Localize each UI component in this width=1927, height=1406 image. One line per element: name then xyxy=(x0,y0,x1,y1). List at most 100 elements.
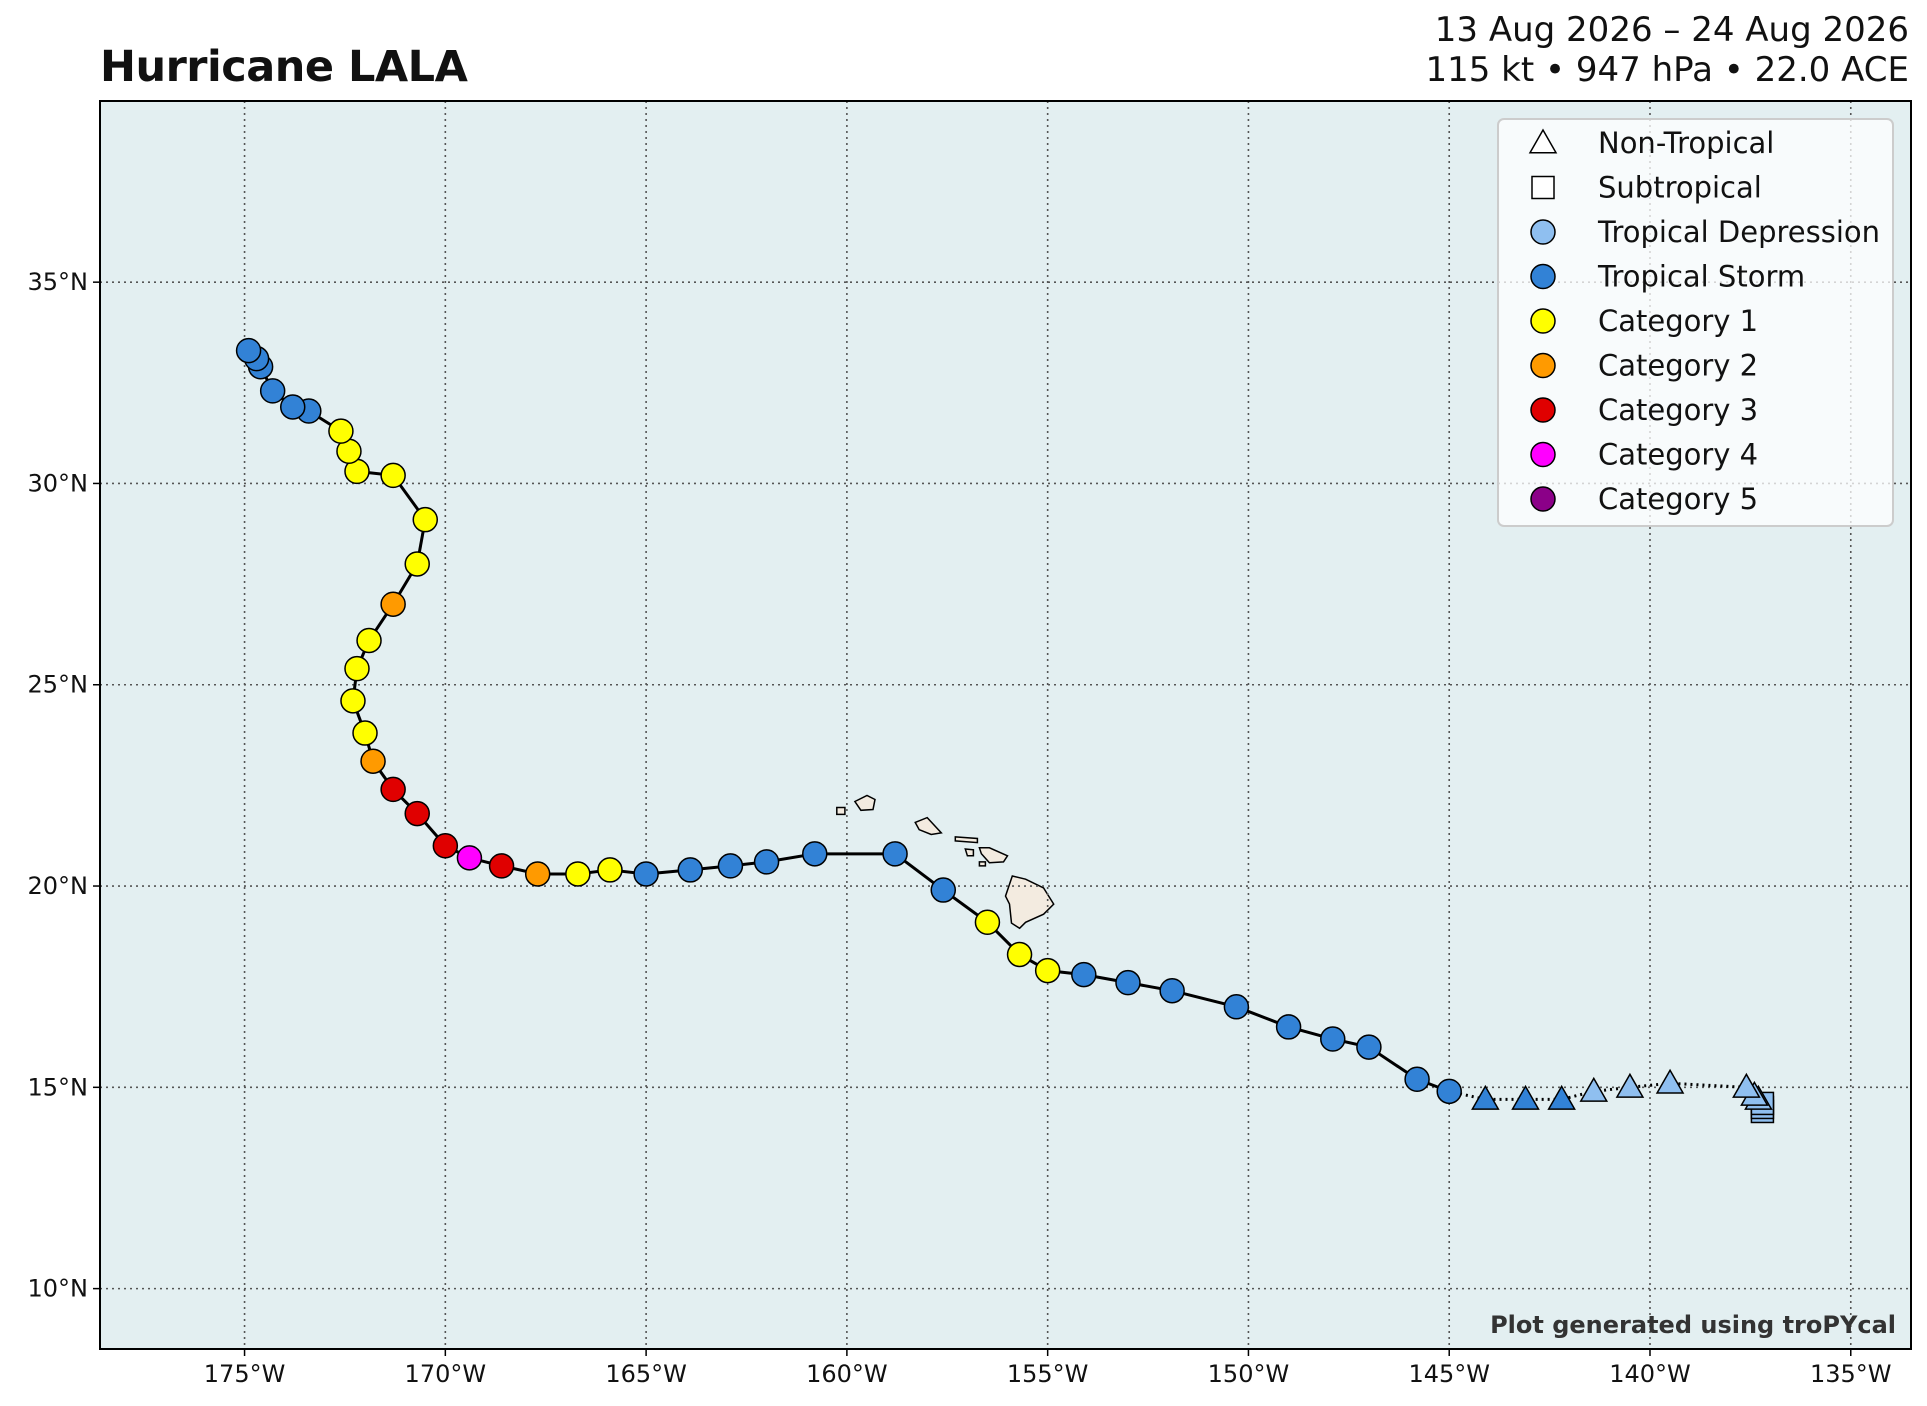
y-tick-label: 25°N xyxy=(28,671,89,699)
legend-entry: Subtropical xyxy=(1531,171,1762,205)
x-tick-label: 155°W xyxy=(1007,1360,1089,1388)
track-point xyxy=(404,800,430,827)
island-molokai xyxy=(954,836,979,844)
island-hawaii xyxy=(1004,875,1055,930)
legend-marker xyxy=(1528,128,1558,154)
track-point xyxy=(456,845,483,871)
track-point xyxy=(340,688,366,714)
legend-entry: Tropical Storm xyxy=(1530,260,1805,294)
track-point xyxy=(753,849,780,875)
legend-entry: Category 4 xyxy=(1530,438,1758,472)
legend-marker xyxy=(1530,441,1556,468)
credit-text: Plot generated using troPYcal xyxy=(1490,1311,1896,1339)
track-point xyxy=(356,627,382,654)
x-tick-label: 150°W xyxy=(1208,1360,1290,1388)
track-point xyxy=(1404,1066,1430,1093)
island-oahu xyxy=(914,816,943,836)
track-point xyxy=(328,418,354,444)
track-point xyxy=(1547,1084,1576,1110)
y-tick-label: 20°N xyxy=(28,872,89,900)
legend-entry: Category 1 xyxy=(1530,304,1758,338)
track-point xyxy=(380,462,406,489)
track-point xyxy=(633,861,659,887)
x-tick-label: 175°W xyxy=(204,1360,286,1388)
y-tick-label: 15°N xyxy=(28,1073,89,1101)
legend-label: Category 4 xyxy=(1598,438,1758,472)
track-point xyxy=(974,909,1001,936)
island-kahoolawe xyxy=(978,861,987,867)
legend-label: Category 5 xyxy=(1598,482,1758,516)
legend-label: Tropical Depression xyxy=(1597,215,1880,249)
track-point xyxy=(488,853,515,879)
track-point xyxy=(1071,961,1097,988)
storm-stats: 115 kt • 947 hPa • 22.0 ACE xyxy=(1425,50,1909,90)
legend-marker xyxy=(1531,175,1555,200)
track-point xyxy=(597,857,623,883)
legend-label: Category 3 xyxy=(1598,393,1758,427)
legend-box xyxy=(1497,118,1894,527)
x-tick-label: 160°W xyxy=(806,1360,888,1388)
y-tick-label: 35°N xyxy=(28,268,89,296)
track-point xyxy=(380,776,406,803)
track-point xyxy=(1471,1084,1500,1110)
legend-entry: Non-Tropical xyxy=(1528,126,1774,160)
track-point xyxy=(524,861,551,887)
legend-marker xyxy=(1530,308,1556,334)
legend-marker xyxy=(1530,486,1556,512)
axis-ticks: 175°W 170°W 165°W 160°W 155°W 150°W 145°W 140°W… xyxy=(28,268,1892,1388)
track-point xyxy=(1615,1072,1645,1098)
track-point xyxy=(380,591,406,617)
track-point xyxy=(259,378,286,404)
track-point xyxy=(1655,1068,1685,1094)
legend-entry: Tropical Depression xyxy=(1530,215,1880,249)
track-point xyxy=(279,394,306,420)
track-point xyxy=(565,861,591,887)
legend: Non-Tropical Subtropical Tropical Depressi… xyxy=(1497,118,1894,527)
legend-label: Category 2 xyxy=(1598,349,1758,383)
x-tick-label: 135°W xyxy=(1810,1360,1892,1388)
track-point xyxy=(1579,1076,1609,1102)
track-point xyxy=(1732,1072,1761,1098)
track-point xyxy=(1115,969,1141,996)
track-point xyxy=(412,506,439,533)
legend-label: Subtropical xyxy=(1598,171,1762,205)
legend-entry: Category 2 xyxy=(1530,349,1758,383)
legend-marker xyxy=(1530,352,1556,379)
legend-label: Non-Tropical xyxy=(1598,126,1774,160)
track-point xyxy=(1275,1014,1302,1040)
legend-marker xyxy=(1530,219,1556,245)
island-niihau xyxy=(836,806,846,816)
legend-marker xyxy=(1530,263,1556,290)
track-point xyxy=(1356,1034,1382,1060)
track-point xyxy=(1511,1084,1540,1110)
x-tick-label: 170°W xyxy=(405,1360,487,1388)
track-point xyxy=(352,720,378,746)
legend-label: Tropical Storm xyxy=(1597,260,1805,294)
track-segment xyxy=(1669,1081,1747,1089)
date-range: 13 Aug 2026 – 24 Aug 2026 xyxy=(1434,10,1909,50)
track-point xyxy=(802,841,828,867)
track-point xyxy=(404,551,430,577)
island-kauai xyxy=(853,794,876,812)
x-tick-label: 140°W xyxy=(1609,1360,1691,1388)
plot-title: Hurricane LALA xyxy=(100,42,468,92)
track-point xyxy=(360,748,386,774)
track-point xyxy=(1006,941,1033,968)
track-markers xyxy=(235,337,1775,1124)
legend-items: Non-Tropical Subtropical Tropical Depressi… xyxy=(1528,126,1880,516)
track-point xyxy=(235,337,262,364)
track-point xyxy=(344,655,370,682)
track-point xyxy=(1320,1026,1346,1052)
track-point xyxy=(432,833,459,859)
track-point xyxy=(677,857,704,883)
y-tick-label: 30°N xyxy=(28,469,89,497)
track-point xyxy=(882,841,908,867)
legend-label: Category 1 xyxy=(1598,304,1758,338)
track-point xyxy=(1436,1078,1462,1105)
legend-marker xyxy=(1530,397,1556,423)
land-layer xyxy=(836,794,1055,930)
track-point xyxy=(930,877,957,903)
x-tick-label: 145°W xyxy=(1408,1360,1490,1388)
track-point xyxy=(1034,957,1061,984)
